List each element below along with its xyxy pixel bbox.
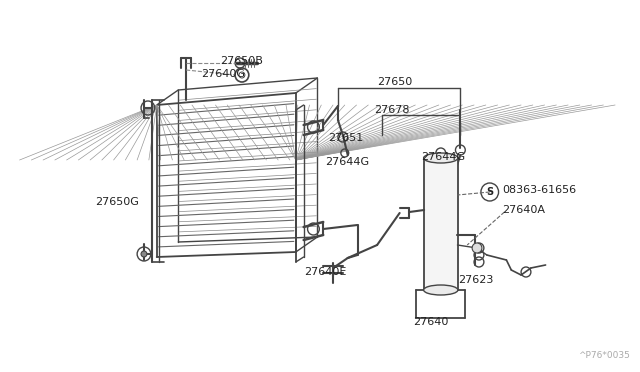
Text: 27623: 27623 [458,275,494,285]
Text: ^P76*0035: ^P76*0035 [578,350,630,359]
Text: 27640G: 27640G [201,69,244,79]
Text: 27644G: 27644G [421,152,465,162]
Text: 27678: 27678 [374,105,410,115]
Ellipse shape [424,285,458,295]
Circle shape [141,251,147,257]
Text: 27640E: 27640E [303,267,346,277]
Text: S: S [486,187,493,197]
Text: 08363-61656: 08363-61656 [502,185,577,195]
Text: 27640: 27640 [413,317,449,327]
Bar [424,158,458,290]
Text: 27650B: 27650B [220,56,263,66]
Circle shape [472,243,482,253]
Ellipse shape [424,153,458,163]
Text: 27640A: 27640A [502,205,545,215]
Text: 27650: 27650 [377,77,412,87]
Text: 27651: 27651 [328,133,364,143]
Text: 27644G: 27644G [325,157,369,167]
Text: 27650G: 27650G [95,197,139,207]
